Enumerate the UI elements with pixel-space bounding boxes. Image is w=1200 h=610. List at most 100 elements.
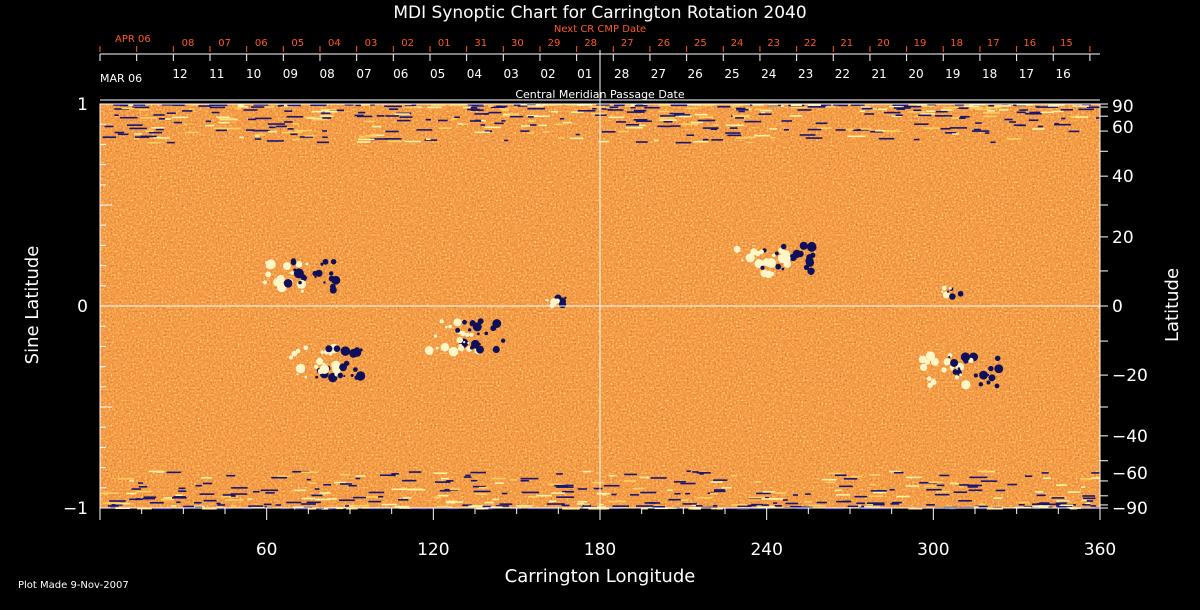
polar-speckle — [355, 477, 361, 480]
positive-flux — [433, 334, 438, 338]
polar-speckle — [735, 104, 746, 106]
positive-flux — [331, 360, 341, 370]
polar-speckle — [873, 503, 885, 506]
polar-speckle — [527, 105, 544, 107]
polar-speckle — [601, 493, 607, 496]
polar-speckle — [839, 485, 853, 488]
polar-speckle — [425, 118, 432, 121]
polar-speckle — [365, 120, 376, 123]
polar-speckle — [825, 507, 844, 510]
polar-speckle — [102, 502, 120, 504]
latitude-tick-label: 90 — [1112, 97, 1134, 117]
polar-speckle — [1060, 108, 1074, 111]
polar-speckle — [1004, 118, 1013, 121]
polar-speckle — [968, 489, 983, 492]
polar-speckle — [151, 127, 165, 129]
polar-speckle — [805, 137, 823, 139]
polar-speckle — [834, 474, 847, 477]
polar-speckle — [584, 503, 590, 506]
polar-speckle — [129, 127, 147, 130]
polar-speckle — [526, 114, 539, 117]
latitude-tick-label: −20 — [1112, 366, 1148, 386]
polar-speckle — [873, 507, 890, 510]
polar-speckle — [807, 128, 822, 131]
negative-flux — [468, 328, 472, 332]
top-date-label: 21 — [872, 67, 887, 81]
polar-speckle — [744, 120, 762, 123]
negative-flux — [994, 355, 1001, 361]
polar-speckle — [977, 470, 991, 473]
x-tick-label: 180 — [584, 540, 616, 560]
polar-speckle — [171, 505, 177, 507]
polar-speckle — [462, 504, 473, 507]
polar-speckle — [835, 129, 846, 131]
top-date-label: 05 — [430, 67, 445, 81]
polar-speckle — [639, 476, 650, 479]
polar-speckle — [945, 132, 956, 134]
polar-speckle — [536, 494, 552, 497]
polar-speckle — [286, 501, 302, 504]
polar-speckle — [481, 119, 486, 122]
positive-flux — [762, 258, 771, 267]
polar-speckle — [768, 498, 784, 500]
active-region — [733, 241, 817, 279]
x-axis-label: Carrington Longitude — [505, 566, 696, 587]
polar-speckle — [652, 506, 666, 508]
positive-flux — [435, 346, 439, 350]
polar-noise-bands — [100, 104, 1100, 510]
polar-speckle — [117, 133, 129, 136]
polar-speckle — [164, 118, 171, 120]
polar-speckle — [1091, 472, 1100, 474]
polar-speckle — [456, 501, 464, 503]
polar-speckle — [949, 127, 968, 129]
negative-flux — [322, 258, 329, 265]
polar-speckle — [482, 505, 491, 508]
positive-flux — [941, 285, 947, 291]
polar-speckle — [827, 472, 842, 475]
polar-speckle — [609, 106, 619, 109]
y-axis-label-left: Sine Latitude — [22, 246, 43, 365]
polar-speckle — [424, 139, 438, 141]
polar-speckle — [1056, 484, 1068, 486]
polar-speckle — [520, 477, 539, 480]
polar-speckle — [178, 490, 187, 492]
polar-speckle — [339, 499, 355, 502]
polar-speckle — [959, 484, 970, 486]
polar-speckle — [935, 490, 951, 493]
polar-speckle — [166, 141, 175, 144]
polar-speckle — [425, 138, 431, 141]
polar-speckle — [760, 506, 767, 508]
polar-speckle — [355, 104, 361, 107]
top-date-label: 08 — [320, 67, 335, 81]
polar-speckle — [205, 124, 215, 127]
polar-speckle — [216, 502, 221, 505]
polar-speckle — [378, 495, 384, 498]
top-date-label: 26 — [688, 67, 703, 81]
polar-speckle — [155, 128, 164, 131]
polar-speckle — [433, 496, 441, 499]
polar-speckle — [575, 133, 580, 136]
polar-speckle — [243, 109, 258, 111]
polar-speckle — [397, 499, 409, 501]
negative-flux — [978, 382, 984, 387]
polar-speckle — [306, 478, 311, 481]
polar-speckle — [138, 485, 148, 488]
polar-speckle — [883, 111, 901, 114]
next-cr-label: 05 — [291, 38, 304, 49]
polar-speckle — [266, 140, 284, 142]
polar-speckle — [1047, 105, 1059, 107]
polar-speckle — [713, 479, 728, 481]
polar-speckle — [494, 122, 504, 125]
polar-speckle — [624, 473, 637, 476]
polar-speckle — [660, 115, 676, 117]
polar-speckle — [577, 488, 588, 490]
polar-speckle — [416, 106, 422, 109]
polar-speckle — [714, 489, 726, 491]
polar-speckle — [869, 474, 881, 476]
polar-speckle — [729, 507, 740, 510]
polar-speckle — [282, 131, 289, 134]
polar-speckle — [847, 505, 859, 508]
next-cr-axis-label: Next CR CMP Date — [554, 24, 646, 35]
polar-speckle — [260, 489, 279, 492]
